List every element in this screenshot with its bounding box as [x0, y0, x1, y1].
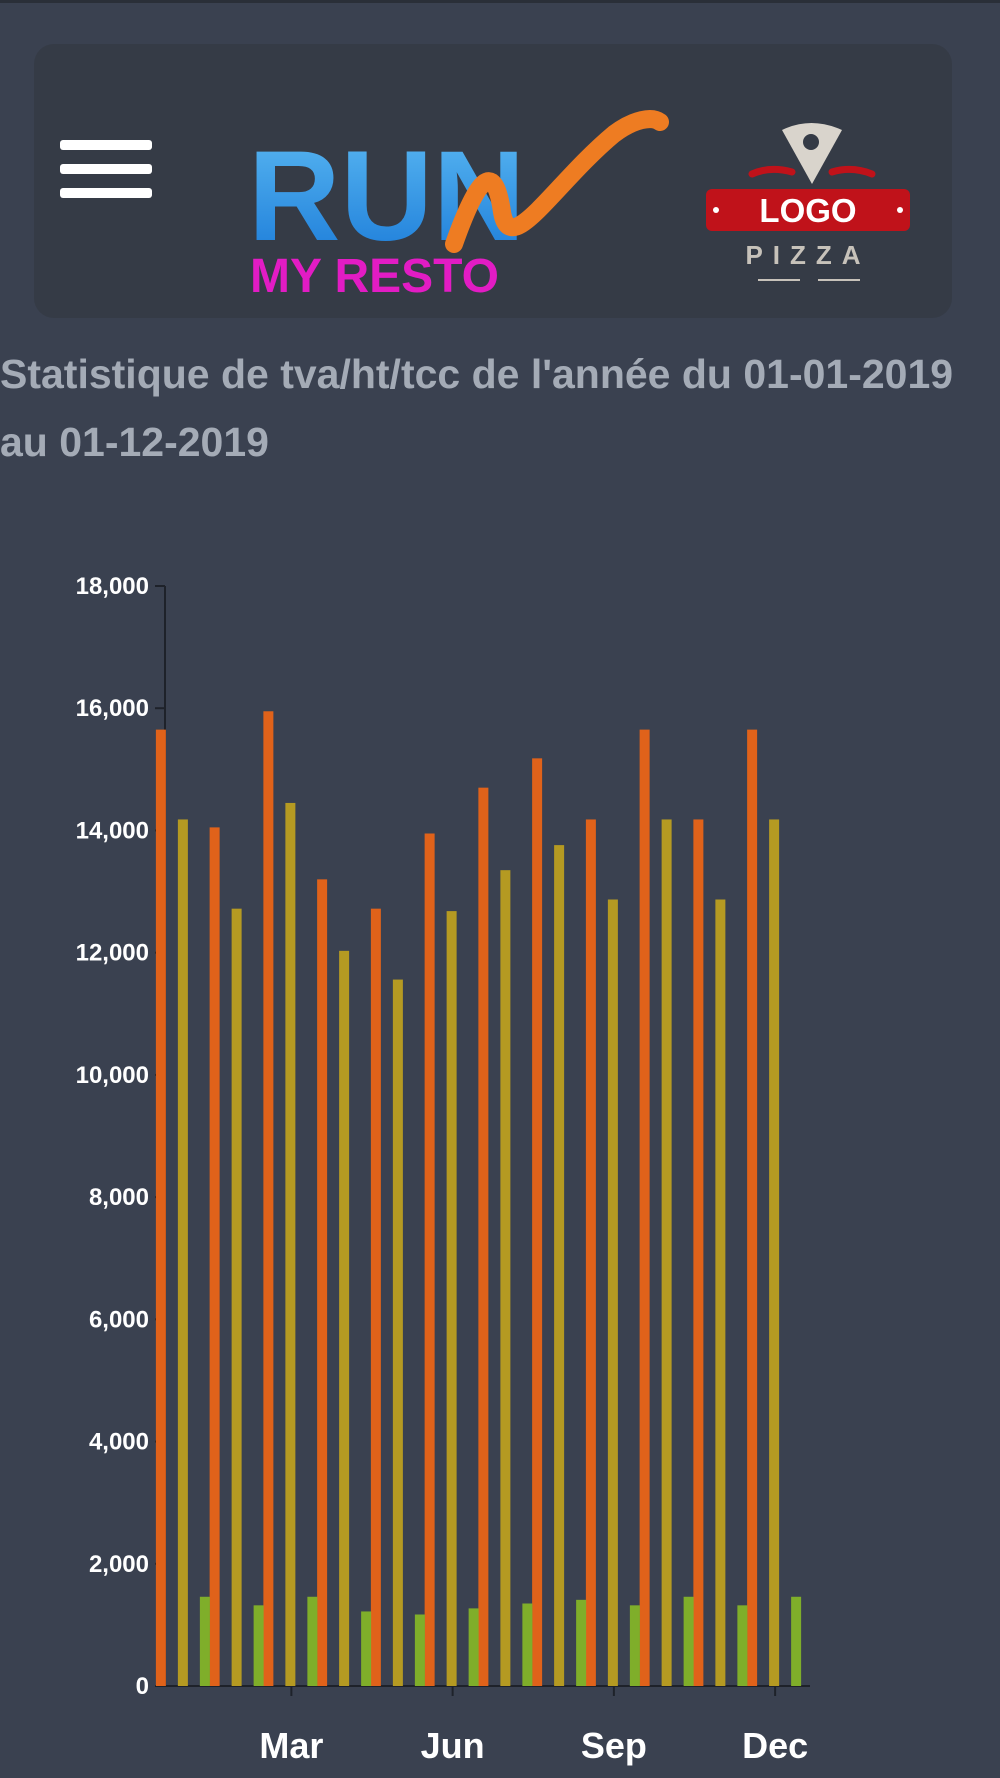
y-tick-label: 8,000	[89, 1184, 149, 1211]
bar-series-2-oct[interactable]	[661, 819, 672, 1686]
y-tick-label: 0	[136, 1673, 149, 1700]
y-tick-label: 14,000	[76, 817, 149, 844]
y-tick-label: 16,000	[76, 695, 149, 722]
bar-series-3-jun[interactable]	[468, 1608, 479, 1686]
x-tick-label: Dec	[742, 1725, 808, 1766]
brand-subtitle: MY RESTO	[250, 250, 499, 303]
y-tick-label: 2,000	[89, 1551, 149, 1578]
bar-series-3-sep[interactable]	[629, 1605, 640, 1686]
status-bar-line	[0, 0, 1000, 3]
bar-series-1-may[interactable]	[370, 908, 381, 1686]
bar-series-1-feb[interactable]	[209, 827, 220, 1686]
hamburger-menu-icon[interactable]	[60, 140, 152, 214]
bar-series-2-nov[interactable]	[715, 899, 726, 1687]
bar-series-2-jan[interactable]	[177, 819, 188, 1686]
brand-swoosh	[445, 110, 669, 253]
chili-icon	[828, 165, 876, 178]
bar-series-3-aug[interactable]	[576, 1599, 587, 1686]
bar-series-1-oct[interactable]	[639, 729, 650, 1686]
bar-series-3-mar[interactable]	[307, 1596, 318, 1686]
bar-series-3-may[interactable]	[414, 1614, 425, 1687]
logo-badge-text: LOGO	[759, 192, 856, 229]
page-title: Statistique de tva/ht/tcc de l'année du …	[0, 351, 954, 465]
bar-series-1-aug[interactable]	[532, 758, 543, 1686]
bar-series-3-jan[interactable]	[199, 1596, 210, 1686]
bar-series-2-jun[interactable]	[446, 911, 457, 1686]
bar-series-1-nov[interactable]	[693, 819, 704, 1686]
bar-series-3-jul[interactable]	[522, 1603, 533, 1687]
y-tick-label: 18,000	[76, 573, 149, 600]
logo-sub-text: PIZZA	[745, 240, 870, 270]
bar-series-2-apr[interactable]	[339, 950, 350, 1686]
bar-series-3-feb[interactable]	[253, 1605, 264, 1686]
bar-series-3-dec[interactable]	[791, 1596, 802, 1686]
bar-chart: 0 2,000 4,000 6,000 8,000 10,000 12,000 14,000 1…	[76, 573, 810, 1766]
bar-series-2-aug[interactable]	[554, 845, 565, 1686]
y-tick-label: 10,000	[76, 1062, 149, 1089]
logo-badge	[706, 189, 910, 231]
chili-icon	[748, 165, 796, 178]
y-tick-label: 4,000	[89, 1429, 149, 1456]
bar-series-2-mar[interactable]	[285, 802, 296, 1686]
bar-series-2-feb[interactable]	[231, 908, 242, 1686]
bar-series-2-jul[interactable]	[500, 870, 511, 1686]
y-tick-label: 6,000	[89, 1306, 149, 1333]
bar-series-1-jan[interactable]	[155, 729, 166, 1686]
bar-series-1-dec[interactable]	[747, 729, 758, 1686]
y-tick-label: 12,000	[76, 940, 149, 967]
bar-series-1-jul[interactable]	[478, 787, 489, 1686]
bar-series-3-nov[interactable]	[737, 1605, 748, 1686]
bar-series-2-sep[interactable]	[607, 899, 618, 1687]
bar-series-3-oct[interactable]	[683, 1596, 694, 1686]
bar-series-1-jun[interactable]	[424, 833, 435, 1687]
x-tick-label: Jun	[421, 1725, 485, 1766]
run-my-resto-logo[interactable]: RUN MY RESTO	[214, 64, 674, 304]
bar-series-2-may[interactable]	[392, 979, 403, 1686]
bar-series-2-dec[interactable]	[769, 819, 780, 1686]
bar-series-1-apr[interactable]	[317, 879, 328, 1686]
x-tick-label: Sep	[581, 1725, 647, 1766]
bar-series-1-sep[interactable]	[585, 819, 596, 1686]
app-header: RUN MY RESTO LOGO PIZZA	[34, 44, 952, 318]
bar-series-1-mar[interactable]	[263, 711, 274, 1686]
bar-series-3-apr[interactable]	[361, 1611, 372, 1686]
pizza-logo[interactable]: LOGO PIZZA	[694, 74, 924, 294]
pizza-slice-icon	[782, 123, 842, 184]
x-tick-label: Mar	[259, 1725, 323, 1766]
